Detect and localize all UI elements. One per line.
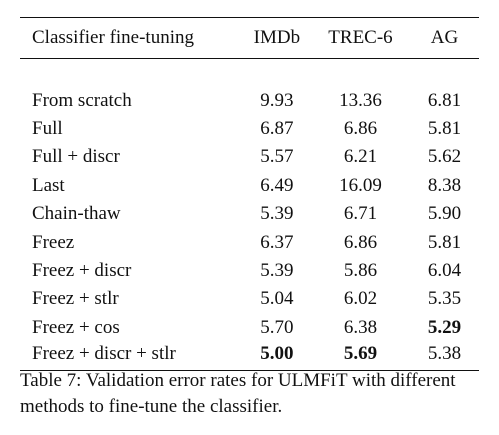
row-imdb-value: 6.37: [260, 231, 294, 253]
row-imdb-value: 5.39: [260, 259, 294, 281]
row-trec-value: 6.38: [343, 316, 378, 338]
table-row: Freez + cos 5.70 6.38 5.29: [20, 314, 479, 342]
row-ag-value: 5.81: [427, 117, 462, 139]
row-method: Full: [32, 117, 63, 139]
row-imdb-value: 6.87: [260, 117, 294, 139]
row-imdb-value: 5.57: [260, 146, 294, 168]
results-table: Classifier fine-tuning IMDb TREC-6 AG Fr…: [20, 18, 479, 370]
row-ag-value: 5.90: [427, 203, 462, 225]
row-imdb-value: 5.70: [260, 316, 294, 338]
table-row: Full + discr 5.57 6.21 5.62: [20, 143, 479, 171]
row-trec-value: 13.36: [339, 89, 382, 111]
row-imdb-value: 5.00: [260, 343, 294, 365]
row-imdb-value: 5.39: [260, 203, 294, 225]
table-row: Freez 6.37 6.86 5.81: [20, 228, 479, 256]
row-trec-value: 16.09: [339, 174, 382, 196]
row-ag-value: 6.04: [427, 259, 462, 281]
row-method: Freez: [32, 231, 75, 253]
row-imdb-value: 6.49: [260, 174, 294, 196]
row-trec-value: 5.69: [343, 343, 378, 365]
row-ag-value: 8.38: [427, 174, 462, 196]
table-mid-rule: [20, 57, 479, 87]
row-imdb-value: 5.04: [260, 288, 294, 310]
table-header-row: Classifier fine-tuning IMDb TREC-6 AG: [20, 18, 479, 58]
table-body: From scratch 9.93 13.36 6.81 Full 6.87 6…: [20, 57, 479, 370]
row-method: Chain-thaw: [32, 203, 121, 225]
row-ag-value: 6.81: [427, 89, 462, 111]
table-row: Last 6.49 16.09 8.38: [20, 172, 479, 200]
row-trec-value: 5.86: [343, 259, 378, 281]
row-method: Freez + discr: [32, 259, 132, 281]
row-ag-value: 5.62: [427, 146, 462, 168]
row-method: Freez + discr + stlr: [32, 343, 176, 365]
row-ag-value: 5.38: [427, 343, 462, 365]
table-row: Chain-thaw 5.39 6.71 5.90: [20, 200, 479, 228]
row-trec-value: 6.86: [343, 231, 378, 253]
header-trec: TREC-6: [328, 26, 393, 48]
row-method: Full + discr: [32, 146, 120, 168]
table-caption: Table 7: Validation error rates for ULMF…: [20, 370, 456, 417]
table-top-rule: [20, 17, 479, 18]
row-method: Freez + stlr: [32, 288, 119, 310]
row-method: Freez + cos: [32, 316, 120, 338]
table-row: From scratch 9.93 13.36 6.81: [20, 86, 479, 114]
row-trec-value: 6.21: [343, 146, 378, 168]
row-trec-value: 6.02: [343, 288, 378, 310]
table-row: Freez + discr 5.39 5.86 6.04: [20, 257, 479, 285]
row-trec-value: 6.86: [343, 117, 378, 139]
row-imdb-value: 9.93: [260, 89, 294, 111]
table-row: Freez + stlr 5.04 6.02 5.35: [20, 285, 479, 313]
header-imdb: IMDb: [253, 26, 301, 48]
header-ag: AG: [430, 26, 459, 48]
table-row: Freez + discr + stlr 5.00 5.69 5.38: [20, 342, 479, 370]
table-bottom-rule: [20, 370, 479, 372]
row-ag-value: 5.29: [427, 316, 462, 338]
row-method: From scratch: [32, 89, 132, 111]
results-table-container: Classifier fine-tuning IMDb TREC-6 AG Fr…: [20, 17, 479, 372]
row-ag-value: 5.35: [427, 288, 462, 310]
header-method: Classifier fine-tuning: [32, 26, 194, 48]
table-row: Full 6.87 6.86 5.81: [20, 115, 479, 143]
row-method: Last: [32, 174, 65, 196]
row-ag-value: 5.81: [427, 231, 462, 253]
row-trec-value: 6.71: [343, 203, 378, 225]
